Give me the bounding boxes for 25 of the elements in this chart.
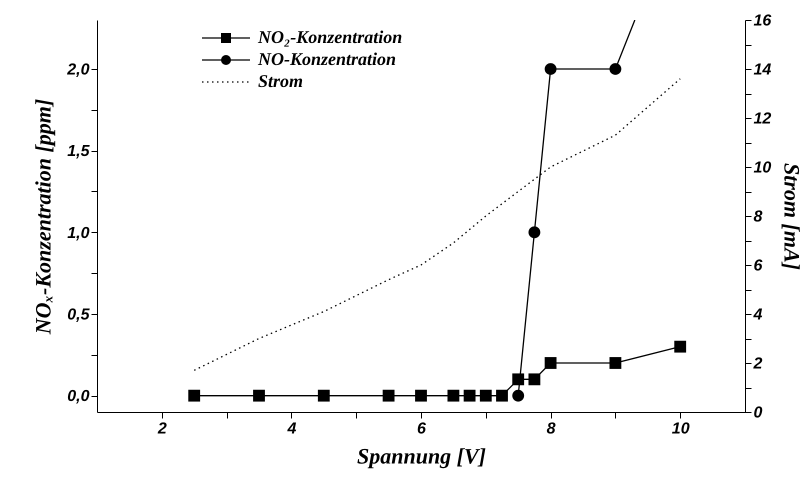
y2-tick-label: 4 [752,306,762,324]
y2-tick-label: 0 [754,404,762,422]
y2-tick-label: 2 [752,356,762,372]
y2-axis-title: Strom [mA] [779,163,800,270]
x-tick-label: 10 [672,420,690,438]
y-tick-label: 0,0 [67,388,90,406]
y-tick-label: 1,0 [67,224,90,242]
y-tick-label: 0,5 [67,306,91,324]
legend-label: Strom [258,71,304,91]
x-tick-label: 4 [286,420,296,438]
x-tick-label: 8 [546,420,556,438]
x-tick-label: 2 [156,420,167,438]
legend-label: NO₂-Konzentration [257,27,402,47]
y-axis-title: NOₓ-Konzentration [ppm] [30,98,56,336]
y2-tick-label: 14 [754,62,772,78]
y-tick-label: 1,5 [67,143,91,160]
y2-tick-label: 10 [754,160,772,176]
y-tick-label: 2,0 [66,62,90,78]
x-tick-label: 6 [417,420,426,438]
y2-tick-label: 16 [754,12,772,30]
legend-label: NO-Konzentration [257,49,396,69]
y2-tick-label: 8 [754,208,762,226]
y2-tick-label: 12 [754,110,772,128]
x-axis-title: Spannung [V] [356,444,486,468]
y2-tick-label: 6 [754,258,762,274]
